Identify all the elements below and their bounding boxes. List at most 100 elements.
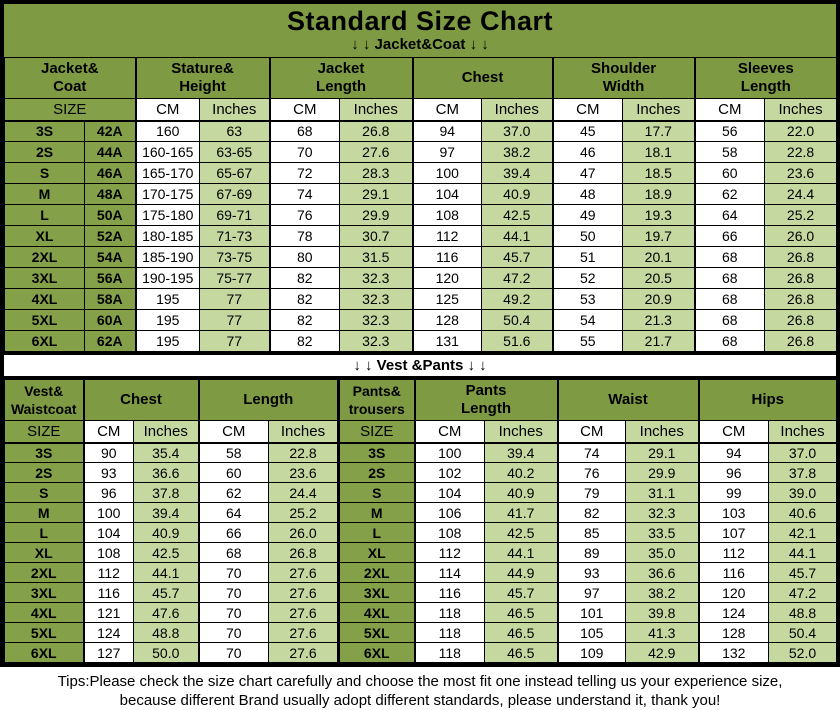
cm-header: CM <box>693 98 766 122</box>
size-cell: 2XL <box>4 246 85 268</box>
cm-value-cell: 74 <box>556 442 626 463</box>
inches-value-cell: 47.2 <box>768 582 838 603</box>
cm-value-cell: 82 <box>268 309 341 331</box>
size-cell: XL <box>4 225 85 247</box>
cm-value-cell: 116 <box>411 246 483 268</box>
size-cell: L <box>4 204 85 226</box>
inches-value-cell: 25.2 <box>268 502 339 523</box>
inches-value-cell: 29.9 <box>624 462 700 483</box>
cm-value-cell: 112 <box>413 542 485 563</box>
table-row: L 104 40.9 66 26.0 L 108 42.5 85 33.5 107 42.1 <box>4 522 838 543</box>
column-group-header: Pants Length <box>413 379 558 421</box>
cm-value-cell: 45 <box>551 120 624 142</box>
size-cell: 56A <box>83 267 137 289</box>
size-cell: XL <box>337 542 415 563</box>
size-cell: 6XL <box>4 642 84 663</box>
cm-value-cell: 80 <box>268 246 341 268</box>
inches-header: Inches <box>624 420 700 444</box>
unit-header-row: SIZE CM Inches CM Inches CM Inches CM In… <box>3 98 838 122</box>
inches-value-cell: 42.5 <box>133 542 199 563</box>
cm-value-cell: 104 <box>82 522 134 543</box>
inches-value-cell: 36.6 <box>133 462 199 483</box>
cm-value-cell: 160-165 <box>134 141 201 163</box>
table-row: 3XL 116 45.7 70 27.6 3XL 116 45.7 97 38.2 120 47.2 <box>4 582 838 603</box>
inches-value-cell: 40.9 <box>484 482 558 503</box>
cm-value-cell: 128 <box>411 309 483 331</box>
inches-value-cell: 63-65 <box>199 141 271 163</box>
inches-value-cell: 42.9 <box>624 642 700 663</box>
inches-value-cell: 49.2 <box>481 288 554 310</box>
inches-value-cell: 38.2 <box>481 141 554 163</box>
inches-value-cell: 18.5 <box>622 162 696 184</box>
inches-value-cell: 44.1 <box>768 542 838 563</box>
inches-value-cell: 52.0 <box>768 642 838 663</box>
inches-value-cell: 35.4 <box>133 442 199 463</box>
cm-value-cell: 68 <box>197 542 269 563</box>
inches-value-cell: 40.2 <box>484 462 558 483</box>
size-cell: 3XL <box>4 267 85 289</box>
inches-value-cell: 45.7 <box>133 582 199 603</box>
inches-value-cell: 71-73 <box>199 225 271 247</box>
cm-value-cell: 53 <box>551 288 624 310</box>
size-cell: 3S <box>4 442 84 463</box>
size-header: SIZE <box>4 420 84 444</box>
size-cell: 4XL <box>4 602 84 623</box>
cm-value-cell: 49 <box>551 204 624 226</box>
cm-value-cell: 76 <box>268 204 341 226</box>
cm-value-cell: 82 <box>268 288 341 310</box>
cm-value-cell: 47 <box>551 162 624 184</box>
inches-value-cell: 27.6 <box>268 642 339 663</box>
inches-value-cell: 22.8 <box>764 141 838 163</box>
column-group-header: Vest& Waistcoat <box>4 379 84 421</box>
cm-value-cell: 68 <box>693 330 766 352</box>
inches-value-cell: 32.3 <box>624 502 700 523</box>
vest-section-banner: ↓ ↓ Vest &Pants ↓ ↓ <box>4 352 836 379</box>
footer-line-1: Tips:Please check the size chart careful… <box>57 673 783 690</box>
inches-value-cell: 46.5 <box>484 642 558 663</box>
column-group-header: Jacket Length <box>268 57 414 99</box>
inches-value-cell: 44.9 <box>484 562 558 583</box>
cm-value-cell: 116 <box>413 582 485 603</box>
inches-value-cell: 28.3 <box>339 162 414 184</box>
cm-value-cell: 180-185 <box>134 225 201 247</box>
inches-value-cell: 67-69 <box>199 183 271 205</box>
cm-value-cell: 160 <box>134 120 201 142</box>
cm-value-cell: 107 <box>697 522 770 543</box>
inches-value-cell: 75-77 <box>199 267 271 289</box>
inches-value-cell: 19.3 <box>622 204 696 226</box>
cm-value-cell: 82 <box>268 267 341 289</box>
size-cell: S <box>337 482 415 503</box>
cm-value-cell: 104 <box>411 183 483 205</box>
cm-value-cell: 68 <box>693 309 766 331</box>
size-cell: 52A <box>83 225 137 247</box>
table-row: 2S 44A 160-165 63-65 70 27.6 97 38.2 46 18.1 58 22.… <box>4 141 838 163</box>
inches-value-cell: 45.7 <box>768 562 838 583</box>
table-row: XL 108 42.5 68 26.8 XL 112 44.1 89 35.0 112 44.1 <box>4 542 838 563</box>
inches-value-cell: 45.7 <box>481 246 554 268</box>
inches-value-cell: 40.9 <box>133 522 199 543</box>
inches-value-cell: 51.6 <box>481 330 554 352</box>
size-cell: 3XL <box>4 582 84 603</box>
inches-header: Inches <box>339 98 414 122</box>
inches-value-cell: 37.0 <box>481 120 554 142</box>
inches-value-cell: 21.7 <box>622 330 696 352</box>
inches-value-cell: 37.0 <box>768 442 838 463</box>
inches-value-cell: 40.6 <box>768 502 838 523</box>
inches-value-cell: 69-71 <box>199 204 271 226</box>
cm-value-cell: 120 <box>411 267 483 289</box>
cm-value-cell: 93 <box>82 462 134 483</box>
table-row: 4XL 58A 195 77 82 32.3 125 49.2 53 20.9 68 26.8 <box>4 288 838 310</box>
cm-value-cell: 64 <box>693 204 766 226</box>
cm-value-cell: 132 <box>697 642 770 663</box>
size-cell: 44A <box>83 141 137 163</box>
cm-value-cell: 108 <box>82 542 134 563</box>
inches-value-cell: 26.0 <box>268 522 339 543</box>
size-cell: XL <box>4 542 84 563</box>
inches-value-cell: 44.1 <box>481 225 554 247</box>
table-row: 5XL 124 48.8 70 27.6 5XL 118 46.5 105 41.3 128 50.4 <box>4 622 838 643</box>
size-cell: 4XL <box>4 288 85 310</box>
jacket-coat-table: Jacket& Coat Stature& Height Jacket Leng… <box>3 57 838 352</box>
cm-value-cell: 70 <box>197 622 269 643</box>
cm-value-cell: 64 <box>197 502 269 523</box>
